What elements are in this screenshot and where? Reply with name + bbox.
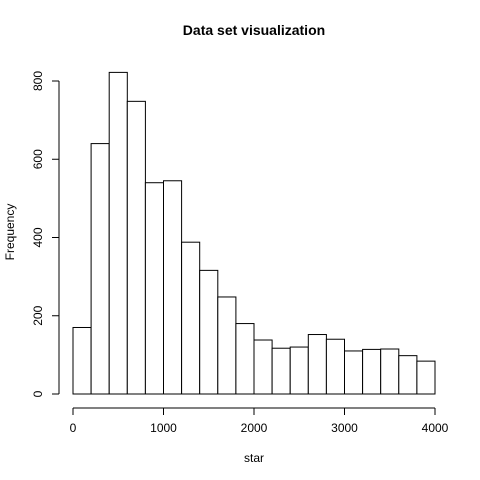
y-tick-label: 400 xyxy=(31,227,45,247)
x-tick-label: 0 xyxy=(70,421,77,435)
x-tick-label: 3000 xyxy=(331,421,358,435)
histogram-bar xyxy=(126,100,146,395)
y-tick-label: 0 xyxy=(31,390,45,397)
histogram-bar xyxy=(181,241,201,395)
y-axis-label: Frequency xyxy=(3,204,17,261)
y-axis: 0 200 400 600 800 xyxy=(31,71,60,397)
histogram-bar xyxy=(163,180,183,395)
histogram-bar xyxy=(380,348,400,395)
histogram-bar xyxy=(144,182,164,395)
histogram-bar xyxy=(72,326,92,395)
bars-group xyxy=(72,71,436,395)
histogram-bar xyxy=(307,334,327,395)
histogram-bar xyxy=(398,355,418,395)
histogram-bar xyxy=(253,339,273,395)
histogram-bar xyxy=(344,350,364,395)
histogram-bar xyxy=(90,143,110,395)
histogram-bar xyxy=(416,360,436,395)
chart-title: Data set visualization xyxy=(183,22,325,38)
histogram-bar xyxy=(217,296,237,395)
histogram-bar xyxy=(325,338,345,395)
x-tick-label: 4000 xyxy=(422,421,449,435)
x-tick-label: 2000 xyxy=(241,421,268,435)
histogram-bar xyxy=(362,348,382,395)
y-tick-label: 800 xyxy=(31,71,45,91)
x-axis-label: star xyxy=(244,451,264,465)
x-tick-label: 1000 xyxy=(150,421,177,435)
histogram-bar xyxy=(271,347,291,395)
x-axis: 0 1000 2000 3000 4000 xyxy=(70,407,449,435)
histogram-bar xyxy=(235,323,255,395)
histogram-bar xyxy=(108,71,128,395)
y-tick-label: 200 xyxy=(31,305,45,325)
y-tick-label: 600 xyxy=(31,149,45,169)
histogram-bar xyxy=(199,269,219,395)
histogram-bar xyxy=(289,346,309,395)
